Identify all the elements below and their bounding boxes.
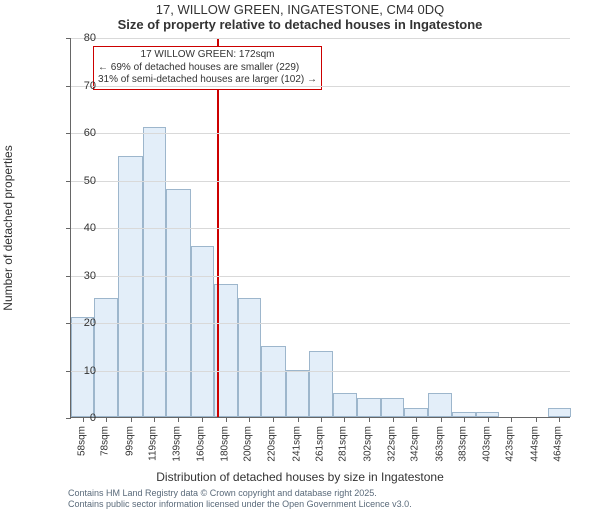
- source-line1: Contains HM Land Registry data © Crown c…: [68, 488, 412, 499]
- histogram-bar: [404, 408, 427, 418]
- histogram-bar: [357, 398, 380, 417]
- y-tick-label: 20: [66, 317, 96, 329]
- x-tick-label: 119sqm: [148, 426, 159, 461]
- histogram-bar: [428, 393, 453, 417]
- x-tick-label: 78sqm: [100, 426, 111, 456]
- x-tick-label: 383sqm: [458, 426, 469, 462]
- source-line2: Contains public sector information licen…: [68, 499, 412, 510]
- chart-title-line2: Size of property relative to detached ho…: [0, 17, 600, 32]
- y-axis-label: Number of detached properties: [1, 145, 15, 310]
- histogram-bar: [166, 189, 191, 417]
- histogram-bar: [238, 298, 261, 417]
- x-tick-label: 403sqm: [481, 426, 492, 462]
- x-tick-label: 302sqm: [363, 426, 374, 462]
- x-tick-label: 200sqm: [243, 426, 254, 462]
- y-tick-label: 60: [66, 127, 96, 139]
- y-tick-label: 0: [66, 412, 96, 424]
- x-tick-label: 139sqm: [171, 426, 182, 462]
- x-tick-label: 322sqm: [386, 426, 397, 462]
- x-tick-label: 423sqm: [505, 426, 516, 462]
- y-tick-label: 30: [66, 270, 96, 282]
- x-tick-label: 444sqm: [529, 426, 540, 462]
- annotation-line: 17 WILLOW GREEN: 172sqm: [98, 49, 317, 62]
- x-axis-label: Distribution of detached houses by size …: [0, 470, 600, 484]
- y-tick-label: 50: [66, 175, 96, 187]
- x-tick-label: 160sqm: [196, 426, 207, 462]
- y-tick-label: 40: [66, 222, 96, 234]
- x-tick-label: 464sqm: [553, 426, 564, 462]
- x-tick-label: 180sqm: [219, 426, 230, 462]
- histogram-bar: [191, 246, 214, 417]
- histogram-bar: [261, 346, 286, 417]
- histogram-bar: [333, 393, 358, 417]
- x-tick-label: 220sqm: [266, 426, 277, 462]
- x-tick-label: 241sqm: [291, 426, 302, 462]
- histogram-bar: [118, 156, 143, 417]
- x-tick-label: 58sqm: [76, 426, 87, 456]
- x-tick-label: 363sqm: [434, 426, 445, 462]
- chart-title-line1: 17, WILLOW GREEN, INGATESTONE, CM4 0DQ: [0, 2, 600, 17]
- histogram-bar: [309, 351, 332, 418]
- x-tick-label: 342sqm: [410, 426, 421, 462]
- histogram-bar: [381, 398, 404, 417]
- source-text: Contains HM Land Registry data © Crown c…: [68, 488, 412, 510]
- histogram-bar: [94, 298, 117, 417]
- chart-figure: 17, WILLOW GREEN, INGATESTONE, CM4 0DQ S…: [0, 0, 600, 500]
- histogram-bar: [548, 408, 571, 418]
- histogram-bar: [143, 127, 166, 417]
- y-tick-label: 10: [66, 365, 96, 377]
- x-tick-label: 99sqm: [124, 426, 135, 456]
- histogram-bar: [286, 370, 309, 418]
- y-tick-label: 70: [66, 80, 96, 92]
- annotation-line: ← 69% of detached houses are smaller (22…: [98, 62, 317, 75]
- y-tick-label: 80: [66, 32, 96, 44]
- annotation-box: 17 WILLOW GREEN: 172sqm← 69% of detached…: [93, 46, 322, 90]
- x-tick-label: 261sqm: [315, 426, 326, 462]
- chart-title: 17, WILLOW GREEN, INGATESTONE, CM4 0DQ S…: [0, 2, 600, 32]
- x-tick-label: 281sqm: [338, 426, 349, 462]
- plot-area: 17 WILLOW GREEN: 172sqm← 69% of detached…: [70, 38, 570, 418]
